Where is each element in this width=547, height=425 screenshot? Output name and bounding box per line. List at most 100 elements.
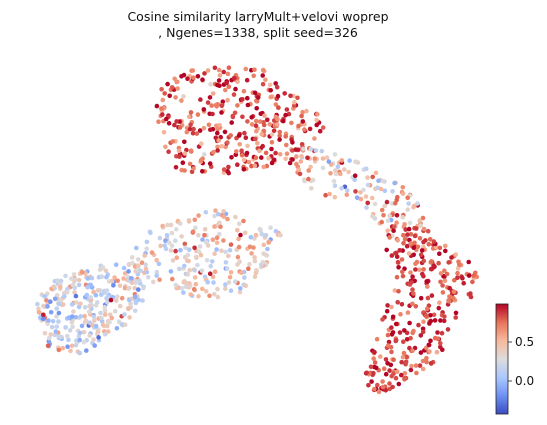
scatter-point	[195, 112, 201, 117]
scatter-point	[441, 318, 447, 324]
scatter-point	[393, 321, 399, 327]
scatter-point	[418, 333, 424, 338]
scatter-point	[383, 388, 389, 393]
scatter-point	[196, 232, 201, 238]
scatter-point	[372, 386, 377, 392]
scatter-point	[300, 119, 306, 124]
scatter-point	[379, 207, 385, 213]
scatter-point	[420, 215, 426, 221]
scatter-point	[186, 219, 192, 224]
scatter-point	[281, 118, 286, 124]
scatter-point	[179, 98, 184, 103]
scatter-point	[95, 300, 100, 305]
scatter-point	[175, 79, 180, 85]
scatter-point	[205, 280, 210, 285]
scatter-point	[114, 326, 120, 331]
scatter-point	[269, 132, 275, 137]
scatter-point	[208, 82, 213, 87]
scatter-point	[389, 304, 394, 310]
scatter-point	[455, 275, 460, 281]
scatter-point	[460, 276, 465, 281]
scatter-point	[406, 201, 411, 206]
scatter-point	[407, 320, 412, 326]
colorbar-gradient	[495, 303, 509, 415]
scatter-point	[217, 232, 222, 237]
scatter-point	[246, 159, 252, 165]
scatter-point	[323, 192, 328, 198]
scatter-point	[69, 314, 75, 319]
scatter-point	[275, 93, 281, 99]
scatter-point	[148, 230, 153, 236]
scatter-point	[144, 239, 150, 245]
scatter-point	[87, 303, 92, 309]
scatter-point	[129, 255, 135, 260]
scatter-point	[69, 302, 75, 307]
scatter-point	[77, 337, 82, 343]
scatter-point	[62, 294, 67, 299]
scatter-point	[215, 102, 220, 107]
scatter-point	[224, 266, 230, 271]
scatter-point	[452, 277, 457, 283]
scatter-point	[223, 249, 228, 255]
scatter-point	[154, 103, 160, 109]
scatter-point	[105, 329, 111, 334]
scatter-point	[248, 234, 254, 240]
scatter-point	[121, 276, 126, 281]
scatter-point	[438, 341, 443, 346]
scatter-point	[176, 148, 182, 154]
scatter-point	[261, 242, 267, 248]
scatter-point	[396, 289, 401, 294]
scatter-point	[89, 275, 95, 281]
scatter-point	[200, 77, 205, 82]
scatter-point	[87, 333, 92, 338]
scatter-point	[402, 237, 408, 242]
scatter-point	[287, 160, 293, 166]
scatter-point	[273, 81, 279, 86]
scatter-point	[212, 291, 217, 297]
scatter-point	[145, 275, 151, 280]
scatter-point	[408, 231, 414, 237]
scatter-point	[241, 157, 247, 163]
scatter-point	[161, 130, 167, 135]
scatter-point	[364, 370, 370, 376]
scatter-point	[402, 371, 408, 376]
scatter-point	[182, 139, 187, 145]
scatter-point	[471, 273, 477, 278]
scatter-point	[293, 147, 299, 152]
scatter-point	[428, 313, 433, 318]
scatter-point	[79, 323, 85, 329]
scatter-point	[122, 312, 127, 317]
scatter-point	[265, 246, 270, 252]
scatter-point	[353, 189, 358, 194]
scatter-point	[231, 75, 237, 81]
scatter-point	[444, 271, 450, 277]
scatter-point	[230, 113, 236, 119]
scatter-point	[201, 107, 207, 112]
scatter-point	[420, 358, 426, 364]
scatter-point	[421, 226, 427, 232]
scatter-point	[438, 271, 444, 276]
scatter-point	[425, 295, 431, 301]
scatter-point	[252, 90, 258, 96]
scatter-point	[76, 277, 82, 283]
scatter-point	[222, 129, 228, 135]
scatter-point	[198, 252, 204, 258]
scatter-point	[389, 253, 395, 258]
scatter-point	[81, 330, 87, 335]
scatter-point	[308, 146, 314, 152]
scatter-point	[399, 372, 404, 378]
scatter-point	[177, 125, 183, 130]
scatter-point	[173, 165, 179, 170]
scatter-point	[97, 267, 103, 272]
scatter-point	[223, 144, 228, 150]
scatter-point	[409, 280, 414, 285]
scatter-point	[169, 243, 175, 248]
scatter-point	[252, 255, 257, 260]
scatter-point	[313, 148, 319, 153]
scatter-point	[154, 269, 160, 275]
scatter-point	[184, 147, 189, 153]
scatter-point	[200, 286, 205, 292]
scatter-point	[99, 292, 104, 298]
scatter-point	[231, 92, 237, 97]
scatter-point	[332, 152, 338, 157]
